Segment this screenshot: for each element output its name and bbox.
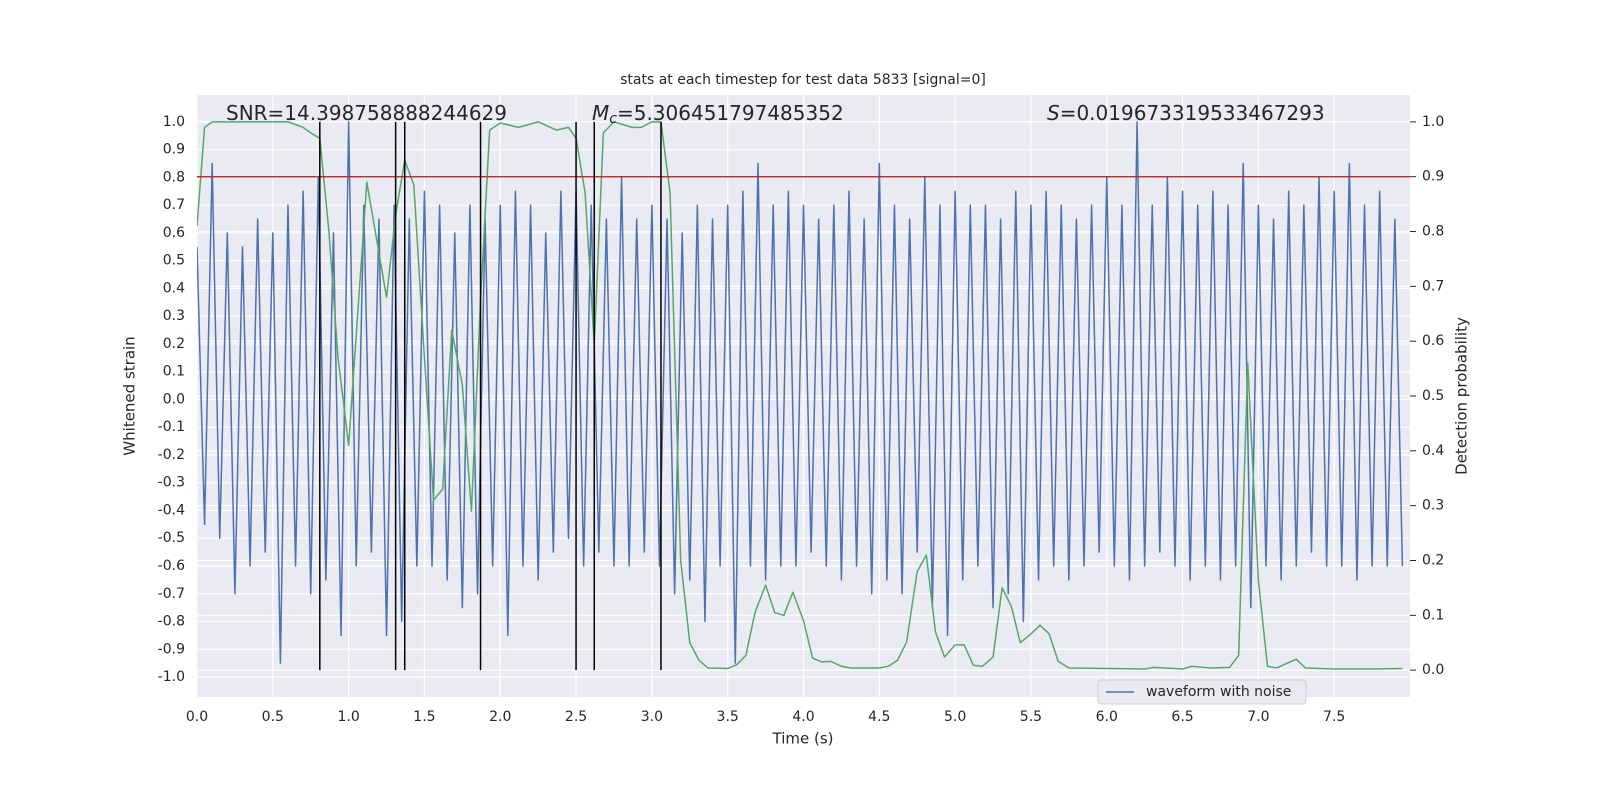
annotation-text: =5.306451797485352 bbox=[617, 101, 844, 125]
chart-title: stats at each timestep for test data 583… bbox=[620, 72, 986, 88]
annotation: S=0.019673319533467293 bbox=[1047, 101, 1325, 125]
y2-tick-label: 0.8 bbox=[1422, 224, 1444, 240]
series-line bbox=[197, 121, 1404, 664]
x-tick-label: 6.5 bbox=[1171, 709, 1193, 725]
y2-tick-label: 0.7 bbox=[1422, 278, 1444, 294]
x-tick-label: 2.0 bbox=[489, 709, 511, 725]
y2-tick-label: 1.0 bbox=[1422, 114, 1444, 130]
y-tick-label: 0.4 bbox=[163, 280, 185, 296]
x-tick-label: 7.5 bbox=[1323, 709, 1345, 725]
legend-label: waveform with noise bbox=[1146, 684, 1291, 700]
x-tick-label: 0.5 bbox=[262, 709, 284, 725]
x-tick-label: 7.0 bbox=[1247, 709, 1269, 725]
x-tick-label: 5.0 bbox=[944, 709, 966, 725]
y2-tick-label: 0.6 bbox=[1422, 333, 1444, 349]
y-tick-label: 0.9 bbox=[163, 142, 185, 158]
x-tick-label: 1.0 bbox=[337, 709, 359, 725]
x-tick-label: 5.5 bbox=[1020, 709, 1042, 725]
y-tick-label: -0.5 bbox=[158, 530, 185, 546]
y-tick-label: -0.9 bbox=[158, 641, 185, 657]
y-tick-label: -1.0 bbox=[158, 669, 185, 685]
y-tick-label: 0.1 bbox=[163, 364, 185, 380]
x-tick-label: 4.0 bbox=[792, 709, 814, 725]
x-tick-label: 4.5 bbox=[868, 709, 890, 725]
y2-tick-label: 0.0 bbox=[1422, 662, 1444, 678]
annotation-subscript: c bbox=[609, 111, 617, 127]
y-tick-label: -0.6 bbox=[158, 558, 185, 574]
y-tick-label: 0.2 bbox=[163, 336, 185, 352]
x-tick-label: 3.5 bbox=[717, 709, 739, 725]
series-line bbox=[197, 121, 1403, 670]
x-tick-label: 2.5 bbox=[565, 709, 587, 725]
y-tick-label: 0.3 bbox=[163, 308, 185, 324]
y-axis-label: Whitened strain bbox=[121, 336, 139, 455]
y2-tick-label: 0.1 bbox=[1422, 607, 1444, 623]
x-tick-label: 0.0 bbox=[186, 709, 208, 725]
annotation-symbol: M bbox=[592, 101, 609, 125]
y-tick-label: -0.7 bbox=[158, 586, 185, 602]
annotation-text: SNR=14.398758888244629 bbox=[226, 101, 507, 125]
y-tick-label: -0.2 bbox=[158, 447, 185, 463]
y2-tick-label: 0.3 bbox=[1422, 498, 1444, 514]
annotation: Mc=5.306451797485352 bbox=[592, 101, 844, 128]
x-axis-label: Time (s) bbox=[772, 730, 834, 748]
y2-axis-label: Detection probability bbox=[1453, 317, 1471, 475]
y-tick-label: -0.4 bbox=[158, 502, 185, 518]
x-tick-label: 1.5 bbox=[413, 709, 435, 725]
annotation: SNR=14.398758888244629 bbox=[226, 101, 507, 125]
y-tick-label: 0.6 bbox=[163, 225, 185, 241]
x-tick-label: 3.0 bbox=[641, 709, 663, 725]
legend-box bbox=[1097, 679, 1307, 705]
y-tick-label: 1.0 bbox=[163, 114, 185, 130]
y-tick-label: 0.0 bbox=[163, 391, 185, 407]
y2-tick-label: 0.4 bbox=[1422, 443, 1444, 459]
y-tick-label: -0.1 bbox=[158, 419, 185, 435]
y-tick-label: -0.8 bbox=[158, 614, 185, 630]
annotation-symbol: S bbox=[1047, 101, 1060, 125]
y2-tick-label: 0.2 bbox=[1422, 552, 1444, 568]
y-tick-label: 0.5 bbox=[163, 253, 185, 269]
y-tick-label: -0.3 bbox=[158, 475, 185, 491]
y-tick-label: 0.7 bbox=[163, 197, 185, 213]
y2-tick-label: 0.9 bbox=[1422, 169, 1444, 185]
y-tick-label: 0.8 bbox=[163, 169, 185, 185]
y2-tick-label: 0.5 bbox=[1422, 388, 1444, 404]
x-tick-label: 6.0 bbox=[1096, 709, 1118, 725]
annotation-text: =0.019673319533467293 bbox=[1060, 101, 1325, 125]
